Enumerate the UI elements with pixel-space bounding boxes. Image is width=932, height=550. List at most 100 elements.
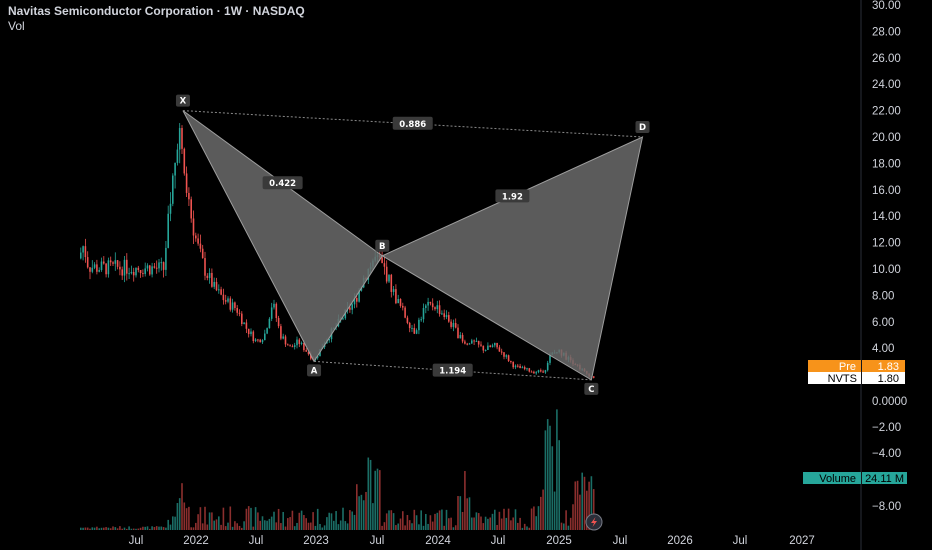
candle-body <box>277 318 280 327</box>
candle-body <box>162 262 165 270</box>
xab-triangle[interactable] <box>182 110 383 363</box>
volume-bar <box>137 528 140 530</box>
volume-bar <box>135 528 137 530</box>
volume-bar <box>500 518 503 530</box>
candle-body <box>535 372 537 374</box>
candle-body <box>381 257 383 264</box>
volume-bar <box>544 430 547 530</box>
candle-body <box>523 367 526 370</box>
candle-body <box>121 269 123 276</box>
candle-body <box>450 321 452 327</box>
candle-body <box>218 289 220 291</box>
volume-bar <box>178 498 181 530</box>
volume-bar <box>365 491 367 530</box>
volume-bar <box>351 511 353 530</box>
candle-body <box>342 318 344 320</box>
volume-bar <box>89 528 91 530</box>
volume-bar <box>93 527 96 530</box>
volume-bar <box>337 524 340 530</box>
volume-bar <box>277 508 280 530</box>
volume-bar <box>155 526 158 530</box>
candle-body <box>549 354 551 363</box>
ratio-label: 1.92 <box>502 192 523 202</box>
candle-body <box>206 275 209 278</box>
volume-label[interactable]: Vol <box>8 19 25 33</box>
time-tick-label: Jul <box>613 535 628 547</box>
price-tick-label: 8.00 <box>872 290 894 302</box>
volume-bar <box>123 527 126 530</box>
volume-bar <box>558 440 560 530</box>
volume-tag-name-bg <box>803 472 861 484</box>
candle-body <box>231 302 234 310</box>
candle-body <box>473 340 475 342</box>
pattern-point-badge[interactable] <box>584 382 599 395</box>
volume-bar <box>220 524 222 530</box>
volume-bar <box>590 476 593 530</box>
volume-bar <box>298 512 301 530</box>
volume-bar <box>581 472 583 530</box>
time-tick-label: Jul <box>491 535 506 547</box>
volume-bar <box>208 512 211 530</box>
pattern-point-badge[interactable] <box>375 239 390 252</box>
ratio-badge <box>392 116 433 130</box>
chart-header: Navitas Semiconductor Corporation · 1W ·… <box>8 4 305 34</box>
volume-bar <box>167 519 169 530</box>
candle-body <box>174 162 176 176</box>
volume-bar <box>392 513 395 530</box>
harmonic-pattern[interactable]: 0.886 0.422 1.92 1.194 X A B C D <box>175 94 650 395</box>
pattern-point-label: A <box>311 366 318 376</box>
volume-bar <box>261 516 264 530</box>
pattern-point-badge[interactable] <box>175 94 190 107</box>
ratio-badge <box>495 189 530 203</box>
volume-tick-label: −8.00 <box>872 501 901 513</box>
volume-bar <box>459 496 462 530</box>
time-tick-label: 2026 <box>667 535 693 547</box>
pattern-point-badge[interactable] <box>307 364 322 377</box>
candle-body <box>91 267 94 272</box>
candle-body <box>89 267 91 272</box>
volume-bar <box>576 480 579 530</box>
volume-bar <box>420 510 422 530</box>
volume-bar <box>149 528 151 530</box>
candle-body <box>241 313 243 325</box>
volume-bar <box>358 496 360 530</box>
candle-body <box>247 328 250 335</box>
ratio-label: 0.886 <box>399 120 426 130</box>
candle-body <box>135 267 137 276</box>
volume-bar <box>468 497 471 530</box>
volume-bar <box>505 517 508 530</box>
volume-bar <box>512 517 514 530</box>
candle-body <box>316 356 319 358</box>
volume-bar <box>369 459 372 530</box>
pattern-point-badge[interactable] <box>635 121 650 133</box>
volume-bar <box>231 526 234 530</box>
volume-bar <box>105 527 107 530</box>
volume-bar <box>560 522 563 530</box>
volume-bar <box>542 489 544 530</box>
volume-bar <box>109 528 112 530</box>
volume-bar <box>339 520 342 530</box>
bolt-icon[interactable] <box>585 513 603 531</box>
time-axis[interactable]: Jul 2022 Jul 2023 Jul 2024 Jul 2025 Jul 2026 Jul 20… <box>129 535 815 547</box>
candle-body <box>519 365 521 369</box>
candle-body <box>397 298 399 304</box>
volume-bar <box>408 520 411 530</box>
volume-bar <box>250 507 252 530</box>
candle-body <box>526 368 528 370</box>
candle-body <box>266 328 268 334</box>
volume-bar <box>498 511 501 530</box>
volume-bar <box>579 494 581 530</box>
candle-body <box>494 342 496 346</box>
volume-bar <box>353 514 356 530</box>
candle-body <box>427 301 429 306</box>
volume-bar <box>383 522 386 530</box>
volume-bar <box>128 526 130 530</box>
volume-bar <box>100 527 103 530</box>
candle-body <box>457 327 459 339</box>
candle-body <box>399 298 402 306</box>
volume-bar <box>264 520 266 530</box>
price-axis[interactable]: 30.00 28.00 26.00 24.00 22.00 20.00 18.00 16.00… <box>872 0 901 355</box>
bcd-triangle[interactable] <box>381 136 644 381</box>
candle-body <box>328 339 330 341</box>
